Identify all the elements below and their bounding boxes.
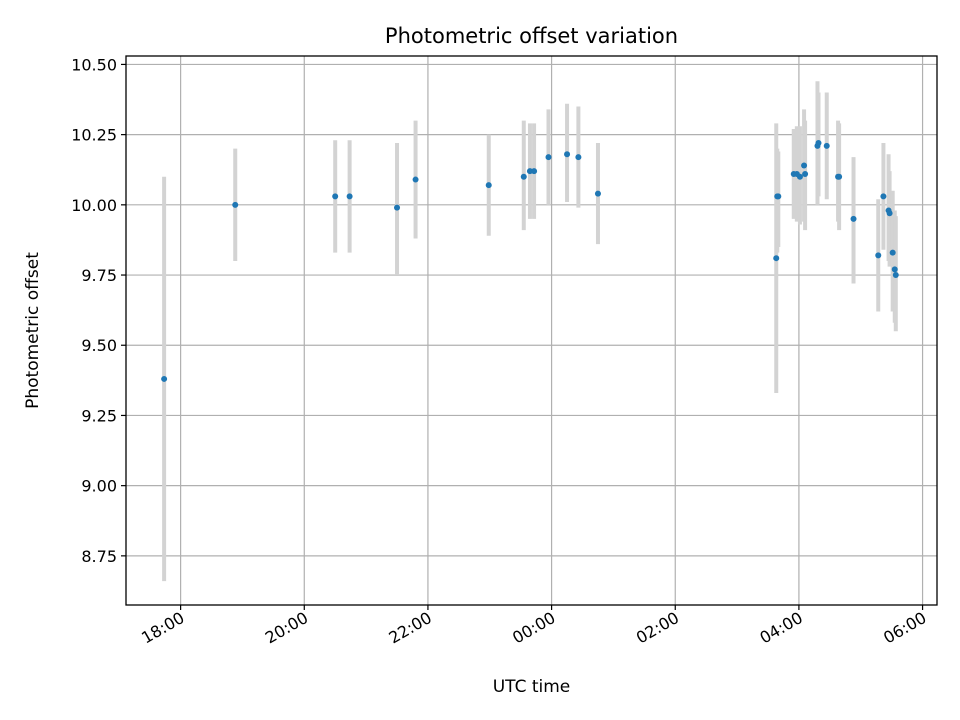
data-point	[531, 168, 538, 175]
x-axis-label: UTC time	[493, 677, 571, 697]
data-point	[520, 173, 527, 180]
data-point	[892, 272, 899, 279]
y-tick-label: 9.00	[81, 477, 117, 496]
data-point	[485, 182, 492, 189]
y-tick-label: 10.00	[71, 196, 117, 215]
data-point	[850, 215, 857, 222]
grid-lines	[126, 56, 937, 605]
y-tick-label: 9.25	[81, 406, 117, 425]
data-point	[823, 142, 830, 149]
data-point	[346, 193, 353, 200]
data-point	[891, 266, 898, 273]
y-tick-label: 8.75	[81, 547, 117, 566]
y-axis-label: Photometric offset	[23, 252, 43, 409]
data-point	[232, 201, 239, 208]
data-point	[564, 151, 571, 158]
y-tick-label: 10.25	[71, 126, 117, 145]
data-point	[545, 154, 552, 161]
data-point	[801, 162, 808, 169]
data-point	[526, 168, 533, 175]
plot-area-frame	[125, 55, 938, 606]
data-point	[875, 252, 882, 259]
data-point	[161, 375, 168, 382]
data-point	[880, 193, 887, 200]
data-point	[889, 249, 896, 256]
data-point	[773, 255, 780, 262]
data-point	[594, 190, 601, 197]
data-point	[775, 193, 782, 200]
data-point	[575, 154, 582, 161]
data-point	[332, 193, 339, 200]
data-point	[394, 204, 401, 211]
y-tick-label: 9.50	[81, 336, 117, 355]
data-point	[802, 170, 809, 177]
data-points	[161, 140, 899, 382]
data-point	[815, 140, 822, 147]
y-tick-label: 9.75	[81, 266, 117, 285]
y-tick-label: 10.50	[71, 55, 117, 74]
data-point	[796, 173, 803, 180]
chart-title: Photometric offset variation	[385, 24, 678, 48]
data-point	[412, 176, 419, 183]
data-point	[836, 173, 843, 180]
data-point	[886, 210, 893, 217]
